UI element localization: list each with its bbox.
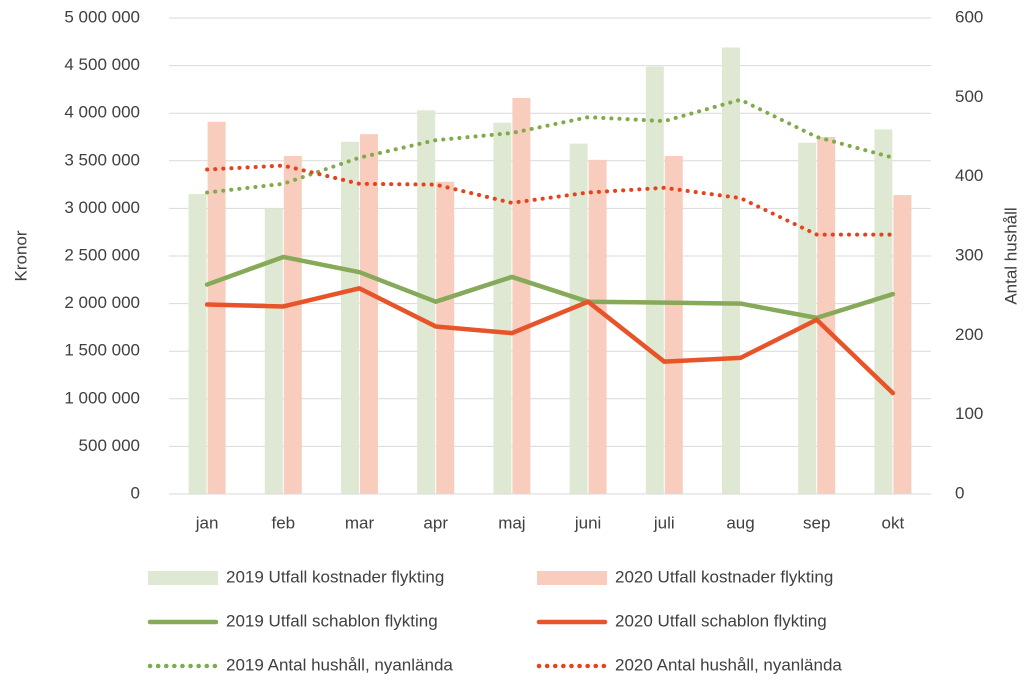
x-tick-label: sep: [803, 513, 830, 532]
y-tick-label: 2 000 000: [64, 293, 140, 312]
y-tick-label: 4 000 000: [64, 103, 140, 122]
y2-tick-label: 100: [955, 404, 983, 423]
x-tick-label: mar: [345, 513, 375, 532]
bar: [893, 195, 912, 494]
bar: [417, 110, 436, 495]
bar: [283, 156, 302, 495]
line: [204, 286, 896, 396]
bar: [512, 97, 531, 494]
dotted-line: [205, 163, 895, 237]
y2-tick-label: 500: [955, 87, 983, 106]
y-tick-label: 1 000 000: [64, 388, 140, 407]
legend-label: 2019 Utfall kostnader flykting: [226, 567, 444, 586]
legend-swatch: [148, 571, 218, 585]
bar: [493, 122, 512, 494]
y-tick-label: 4 500 000: [64, 55, 140, 74]
bar: [664, 156, 683, 495]
bar: [874, 129, 893, 494]
legend-label: 2019 Utfall schablon flykting: [226, 611, 438, 630]
bar: [264, 208, 283, 494]
y-tick-label: 0: [131, 483, 140, 502]
y2-tick-label: 200: [955, 325, 983, 344]
bar: [436, 181, 455, 494]
y-tick-label: 2 500 000: [64, 245, 140, 264]
legend-label: 2020 Antal hushåll, nyanlända: [615, 655, 842, 674]
y2-axis-label: Antal hushåll: [1001, 207, 1020, 304]
legend-label: 2020 Utfall schablon flykting: [615, 611, 827, 630]
x-tick-label: juni: [574, 513, 601, 532]
bar: [188, 194, 207, 494]
y-axis-label: Kronor: [11, 230, 30, 281]
x-tick-label: feb: [271, 513, 295, 532]
y-tick-label: 3 000 000: [64, 198, 140, 217]
y2-tick-label: 300: [955, 245, 983, 264]
bar: [722, 47, 740, 495]
x-tick-label: juli: [653, 513, 675, 532]
y-tick-label: 5 000 000: [64, 7, 140, 26]
x-tick-label: aug: [726, 513, 754, 532]
bar: [588, 159, 607, 494]
legend-swatch: [537, 571, 607, 585]
y2-tick-label: 600: [955, 7, 983, 26]
y2-tick-label: 400: [955, 166, 983, 185]
x-tick-label: jan: [195, 513, 219, 532]
bar: [341, 141, 359, 494]
y-tick-label: 3 500 000: [64, 150, 140, 169]
x-tick-label: okt: [882, 513, 905, 532]
line: [204, 254, 896, 321]
x-tick-label: maj: [498, 513, 525, 532]
y-tick-label: 500 000: [79, 436, 140, 455]
legend-label: 2019 Antal hushåll, nyanlända: [226, 655, 453, 674]
bar: [645, 66, 664, 494]
bar: [569, 143, 588, 494]
y-tick-label: 1 500 000: [64, 341, 140, 360]
y2-tick-label: 0: [955, 483, 964, 502]
legend-label: 2020 Utfall kostnader flykting: [615, 567, 833, 586]
x-tick-label: apr: [423, 513, 448, 532]
bar: [360, 134, 378, 495]
bar: [207, 121, 226, 494]
